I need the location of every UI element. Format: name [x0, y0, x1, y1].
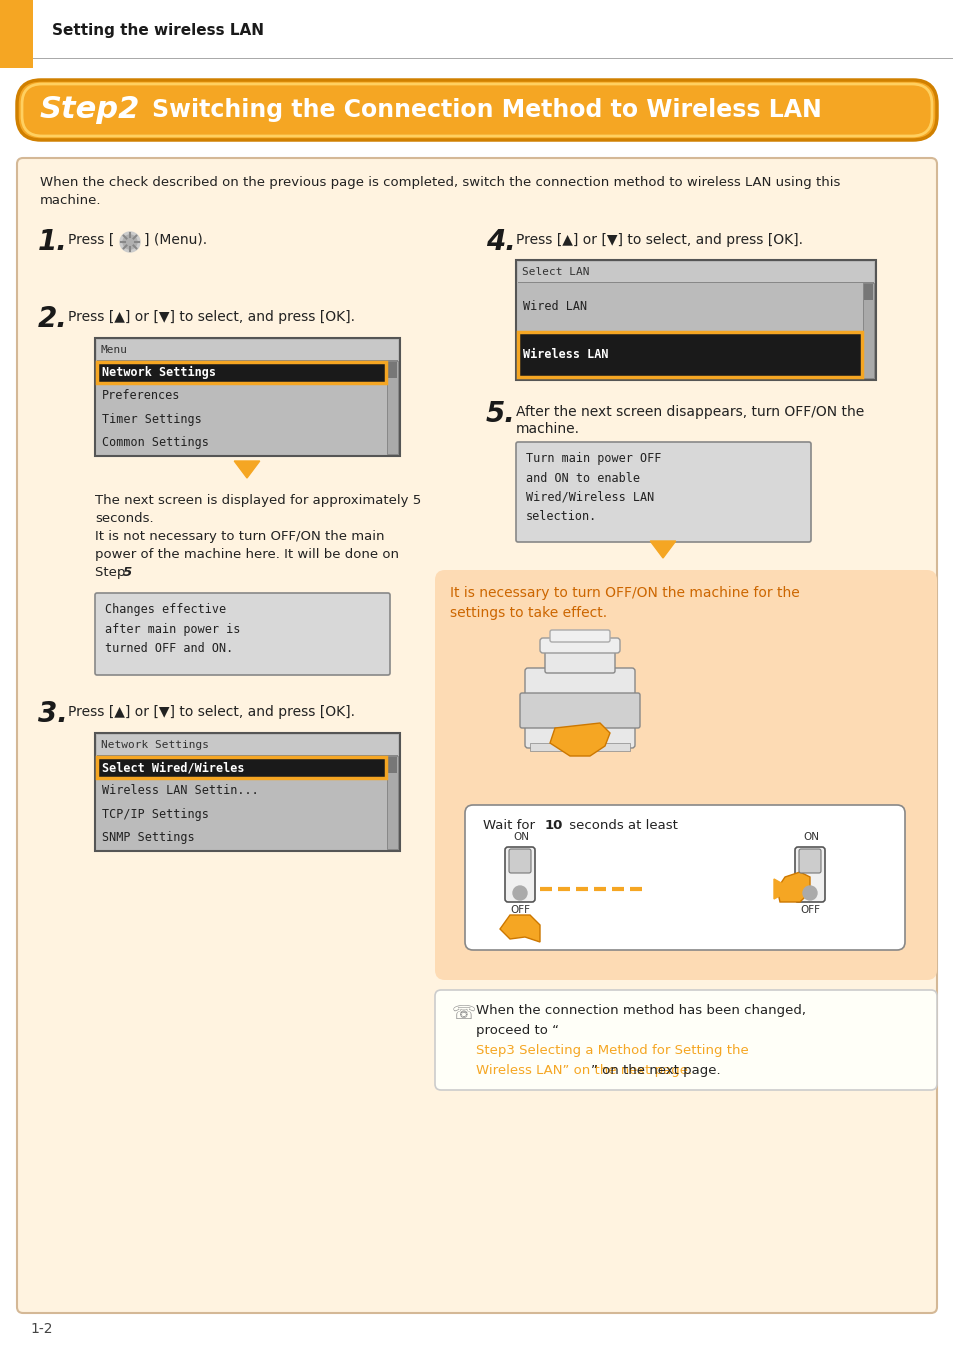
Polygon shape: [650, 541, 675, 558]
FancyBboxPatch shape: [516, 261, 875, 379]
Text: 1.: 1.: [38, 228, 68, 256]
Text: settings to take effect.: settings to take effect.: [450, 606, 606, 620]
FancyBboxPatch shape: [464, 805, 904, 950]
Text: Select LAN: Select LAN: [521, 267, 589, 277]
FancyBboxPatch shape: [516, 441, 810, 541]
Text: OFF: OFF: [510, 904, 530, 915]
FancyBboxPatch shape: [794, 846, 824, 902]
FancyBboxPatch shape: [17, 158, 936, 1314]
Text: seconds.: seconds.: [95, 512, 153, 525]
Polygon shape: [234, 460, 259, 478]
FancyBboxPatch shape: [799, 849, 821, 873]
Polygon shape: [773, 879, 791, 899]
Text: After the next screen disappears, turn OFF/ON the: After the next screen disappears, turn O…: [516, 405, 863, 418]
Text: Wireless LAN: Wireless LAN: [522, 348, 608, 360]
FancyBboxPatch shape: [97, 340, 397, 360]
Text: Select Wired/Wireles: Select Wired/Wireles: [102, 761, 244, 774]
Text: Wireless LAN Settin...: Wireless LAN Settin...: [102, 784, 258, 798]
Text: Step2: Step2: [40, 96, 140, 124]
FancyBboxPatch shape: [95, 593, 390, 675]
Text: 2.: 2.: [38, 305, 68, 333]
FancyBboxPatch shape: [388, 757, 396, 774]
Text: ] (Menu).: ] (Menu).: [144, 234, 207, 247]
Text: Timer Settings: Timer Settings: [102, 413, 201, 425]
Circle shape: [513, 886, 526, 900]
Text: 3.: 3.: [38, 701, 68, 728]
FancyBboxPatch shape: [862, 284, 873, 378]
Text: Network Settings: Network Settings: [101, 740, 209, 751]
Text: OFF: OFF: [800, 904, 820, 915]
Text: Wired LAN: Wired LAN: [522, 300, 586, 313]
FancyBboxPatch shape: [22, 84, 931, 136]
FancyBboxPatch shape: [544, 648, 615, 674]
FancyBboxPatch shape: [387, 360, 397, 454]
Polygon shape: [550, 724, 609, 756]
Text: ” on the next page.: ” on the next page.: [590, 1064, 720, 1077]
Text: It is necessary to turn OFF/ON the machine for the: It is necessary to turn OFF/ON the machi…: [450, 586, 799, 599]
Text: The next screen is displayed for approximately 5: The next screen is displayed for approxi…: [95, 494, 421, 508]
Text: Step3 Selecting a Method for Setting the: Step3 Selecting a Method for Setting the: [476, 1044, 748, 1057]
FancyBboxPatch shape: [388, 362, 396, 378]
FancyBboxPatch shape: [530, 743, 629, 751]
Text: Press [▲] or [▼] to select, and press [OK].: Press [▲] or [▼] to select, and press [O…: [68, 310, 355, 324]
Text: Setting the wireless LAN: Setting the wireless LAN: [52, 23, 264, 38]
Text: Press [: Press [: [68, 234, 114, 247]
Text: 5.: 5.: [485, 400, 516, 428]
Text: Changes effective
after main power is
turned OFF and ON.: Changes effective after main power is tu…: [105, 603, 240, 655]
Text: Press [▲] or [▼] to select, and press [OK].: Press [▲] or [▼] to select, and press [O…: [68, 705, 355, 720]
Text: 1-2: 1-2: [30, 1322, 52, 1336]
FancyBboxPatch shape: [550, 630, 609, 643]
Text: When the check described on the previous page is completed, switch the connectio: When the check described on the previous…: [40, 176, 840, 189]
FancyBboxPatch shape: [518, 332, 861, 377]
FancyBboxPatch shape: [387, 756, 397, 849]
FancyBboxPatch shape: [435, 570, 936, 980]
Text: TCP/IP Settings: TCP/IP Settings: [102, 807, 209, 821]
Text: Switching the Connection Method to Wireless LAN: Switching the Connection Method to Wirel…: [152, 99, 821, 122]
FancyBboxPatch shape: [95, 338, 399, 456]
Text: Common Settings: Common Settings: [102, 436, 209, 448]
FancyBboxPatch shape: [863, 284, 872, 300]
FancyBboxPatch shape: [539, 639, 619, 653]
Text: Menu: Menu: [101, 346, 128, 355]
Text: 4.: 4.: [485, 228, 516, 256]
FancyBboxPatch shape: [517, 262, 873, 282]
Text: Preferences: Preferences: [102, 389, 180, 402]
Text: ☏: ☏: [452, 1004, 476, 1023]
Text: ON: ON: [802, 832, 818, 842]
Text: Network Settings: Network Settings: [102, 366, 215, 379]
Text: Wireless LAN” on the next page.: Wireless LAN” on the next page.: [476, 1064, 691, 1077]
Text: 10: 10: [544, 819, 563, 832]
FancyBboxPatch shape: [0, 0, 33, 68]
Text: power of the machine here. It will be done on: power of the machine here. It will be do…: [95, 548, 398, 562]
FancyBboxPatch shape: [95, 733, 399, 850]
Text: Press [▲] or [▼] to select, and press [OK].: Press [▲] or [▼] to select, and press [O…: [516, 234, 802, 247]
FancyBboxPatch shape: [509, 849, 531, 873]
Text: It is not necessary to turn OFF/ON the main: It is not necessary to turn OFF/ON the m…: [95, 531, 384, 543]
FancyBboxPatch shape: [435, 990, 936, 1089]
FancyBboxPatch shape: [524, 668, 635, 748]
Text: Step: Step: [95, 566, 130, 579]
Text: seconds at least: seconds at least: [564, 819, 678, 832]
Circle shape: [802, 886, 816, 900]
Text: proceed to “: proceed to “: [476, 1025, 558, 1037]
Text: Wait for: Wait for: [482, 819, 538, 832]
Polygon shape: [776, 872, 809, 902]
Circle shape: [123, 235, 137, 248]
FancyBboxPatch shape: [97, 734, 397, 755]
Circle shape: [120, 232, 140, 252]
FancyBboxPatch shape: [98, 757, 385, 778]
FancyBboxPatch shape: [17, 80, 936, 140]
Text: machine.: machine.: [40, 194, 101, 207]
Text: ON: ON: [513, 832, 529, 842]
FancyBboxPatch shape: [98, 363, 385, 382]
Text: When the connection method has been changed,: When the connection method has been chan…: [476, 1004, 805, 1017]
Polygon shape: [499, 915, 539, 942]
Text: machine.: machine.: [516, 423, 579, 436]
Text: 5: 5: [123, 566, 132, 579]
FancyBboxPatch shape: [504, 846, 535, 902]
Text: Turn main power OFF
and ON to enable
Wired/Wireless LAN
selection.: Turn main power OFF and ON to enable Wir…: [525, 452, 660, 524]
FancyBboxPatch shape: [519, 693, 639, 728]
Text: SNMP Settings: SNMP Settings: [102, 830, 194, 844]
